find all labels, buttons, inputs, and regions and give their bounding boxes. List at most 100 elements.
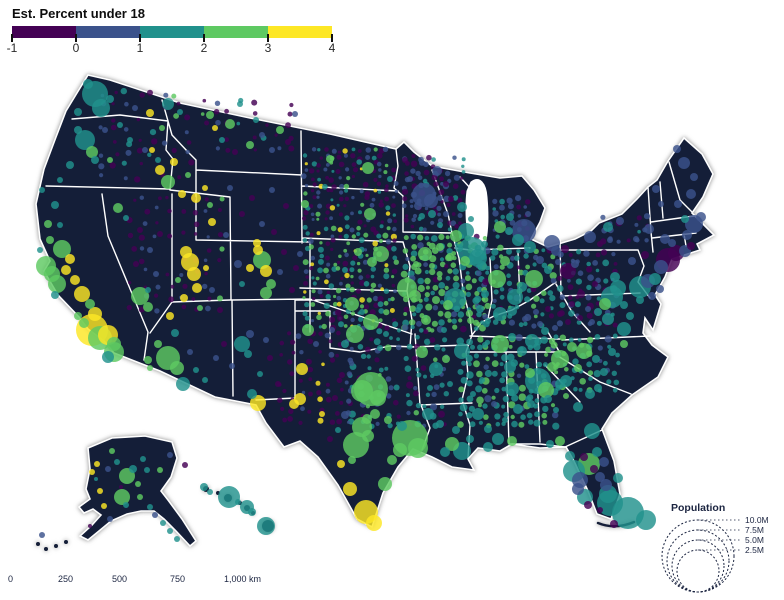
county-dot[interactable] bbox=[325, 310, 331, 317]
county-dot[interactable] bbox=[343, 183, 350, 190]
county-dot[interactable] bbox=[482, 403, 488, 409]
population-bubble[interactable] bbox=[105, 466, 111, 472]
county-dot[interactable] bbox=[473, 326, 479, 331]
county-dot[interactable] bbox=[557, 275, 563, 281]
county-dot[interactable] bbox=[444, 170, 451, 177]
county-dot[interactable] bbox=[437, 212, 441, 217]
population-bubble[interactable] bbox=[345, 297, 359, 311]
county-dot[interactable] bbox=[328, 283, 335, 289]
county-dot[interactable] bbox=[586, 261, 591, 267]
county-dot[interactable] bbox=[484, 302, 491, 309]
county-dot[interactable] bbox=[340, 276, 344, 281]
county-dot[interactable] bbox=[364, 194, 370, 201]
county-dot[interactable] bbox=[540, 312, 545, 317]
county-dot[interactable] bbox=[528, 419, 534, 425]
county-dot[interactable] bbox=[336, 377, 343, 384]
county-dot[interactable] bbox=[204, 271, 208, 276]
county-dot[interactable] bbox=[531, 303, 537, 309]
county-dot[interactable] bbox=[484, 395, 492, 403]
county-dot[interactable] bbox=[316, 217, 320, 221]
population-bubble[interactable] bbox=[607, 237, 613, 243]
population-bubble[interactable] bbox=[373, 246, 389, 262]
county-dot[interactable] bbox=[325, 388, 331, 394]
population-bubble[interactable] bbox=[182, 462, 188, 468]
county-dot[interactable] bbox=[204, 120, 210, 126]
county-dot[interactable] bbox=[126, 305, 132, 311]
county-dot[interactable] bbox=[115, 152, 120, 157]
population-bubble[interactable] bbox=[452, 426, 460, 434]
county-dot[interactable] bbox=[336, 330, 341, 336]
county-dot[interactable] bbox=[534, 411, 540, 418]
population-bubble[interactable] bbox=[483, 442, 493, 452]
county-dot[interactable] bbox=[299, 350, 304, 355]
legend-bin-0[interactable] bbox=[12, 26, 76, 38]
county-dot[interactable] bbox=[431, 174, 438, 181]
county-dot[interactable] bbox=[501, 386, 507, 392]
county-dot[interactable] bbox=[342, 260, 349, 267]
population-bubble[interactable] bbox=[460, 256, 470, 266]
county-dot[interactable] bbox=[315, 276, 320, 281]
population-bubble[interactable] bbox=[424, 194, 438, 208]
population-bubble[interactable] bbox=[177, 109, 183, 115]
population-bubble[interactable] bbox=[161, 175, 175, 189]
county-dot[interactable] bbox=[417, 216, 422, 221]
county-dot[interactable] bbox=[310, 255, 316, 261]
population-bubble[interactable] bbox=[603, 222, 613, 232]
population-bubble[interactable] bbox=[246, 264, 254, 272]
county-dot[interactable] bbox=[613, 379, 620, 386]
county-dot[interactable] bbox=[549, 272, 557, 280]
population-bubble[interactable] bbox=[232, 149, 238, 155]
county-dot[interactable] bbox=[98, 153, 104, 158]
county-dot[interactable] bbox=[165, 195, 169, 200]
county-dot[interactable] bbox=[612, 322, 618, 328]
county-dot[interactable] bbox=[586, 361, 593, 368]
county-dot[interactable] bbox=[508, 319, 515, 326]
population-bubble[interactable] bbox=[660, 234, 670, 244]
county-dot[interactable] bbox=[365, 274, 370, 279]
county-dot[interactable] bbox=[393, 219, 398, 224]
county-dot[interactable] bbox=[443, 391, 449, 397]
county-dot[interactable] bbox=[433, 181, 439, 187]
county-dot[interactable] bbox=[508, 344, 513, 349]
county-dot[interactable] bbox=[339, 190, 344, 195]
population-bubble[interactable] bbox=[668, 239, 676, 247]
county-dot[interactable] bbox=[424, 338, 431, 345]
county-dot[interactable] bbox=[384, 263, 389, 268]
county-dot[interactable] bbox=[606, 379, 612, 385]
county-dot[interactable] bbox=[350, 317, 355, 323]
county-dot[interactable] bbox=[350, 153, 356, 159]
county-dot[interactable] bbox=[380, 287, 384, 291]
county-dot[interactable] bbox=[377, 153, 383, 159]
county-dot[interactable] bbox=[393, 181, 399, 186]
county-dot[interactable] bbox=[304, 168, 309, 172]
population-bubble[interactable] bbox=[70, 275, 80, 285]
county-dot[interactable] bbox=[385, 211, 391, 216]
population-bubble[interactable] bbox=[477, 261, 487, 271]
county-dot[interactable] bbox=[285, 122, 291, 129]
county-dot[interactable] bbox=[518, 269, 524, 276]
population-bubble[interactable] bbox=[208, 218, 216, 226]
population-bubble[interactable] bbox=[61, 265, 71, 275]
county-dot[interactable] bbox=[328, 339, 333, 344]
population-bubble[interactable] bbox=[508, 333, 516, 341]
county-dot[interactable] bbox=[379, 199, 383, 203]
county-dot[interactable] bbox=[482, 278, 490, 286]
county-dot[interactable] bbox=[514, 255, 520, 261]
population-bubble[interactable] bbox=[144, 467, 150, 473]
county-dot[interactable] bbox=[282, 417, 288, 423]
county-dot[interactable] bbox=[309, 232, 314, 237]
county-dot[interactable] bbox=[430, 403, 438, 411]
county-dot[interactable] bbox=[383, 170, 388, 175]
county-dot[interactable] bbox=[418, 226, 424, 232]
county-dot[interactable] bbox=[378, 202, 385, 208]
population-bubble[interactable] bbox=[502, 417, 508, 423]
county-dot[interactable] bbox=[402, 248, 409, 254]
county-dot[interactable] bbox=[316, 163, 321, 168]
county-dot[interactable] bbox=[391, 268, 398, 275]
population-bubble[interactable] bbox=[97, 488, 103, 494]
population-bubble[interactable] bbox=[522, 316, 528, 322]
county-dot[interactable] bbox=[386, 245, 393, 251]
population-bubble[interactable] bbox=[408, 438, 428, 458]
population-bubble[interactable] bbox=[616, 217, 624, 225]
county-dot[interactable] bbox=[374, 357, 380, 363]
